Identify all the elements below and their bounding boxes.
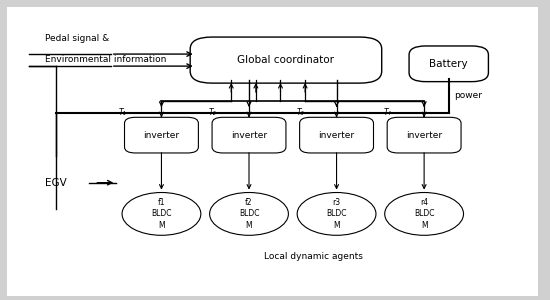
Text: T₄: T₄ — [384, 108, 392, 117]
Text: T₃: T₃ — [296, 108, 304, 117]
Text: Local dynamic agents: Local dynamic agents — [264, 253, 363, 262]
Circle shape — [297, 193, 376, 235]
Text: inverter: inverter — [406, 130, 442, 140]
Text: r3
BLDC
M: r3 BLDC M — [326, 198, 347, 230]
Text: inverter: inverter — [318, 130, 355, 140]
Circle shape — [122, 193, 201, 235]
Text: f2
BLDC
M: f2 BLDC M — [239, 198, 259, 230]
Text: inverter: inverter — [231, 130, 267, 140]
Text: Environmental information: Environmental information — [45, 55, 167, 64]
FancyBboxPatch shape — [212, 117, 286, 153]
Text: Battery: Battery — [430, 59, 468, 69]
FancyBboxPatch shape — [387, 117, 461, 153]
Text: inverter: inverter — [144, 130, 179, 140]
Bar — [23, 156, 89, 209]
Text: f1
BLDC
M: f1 BLDC M — [151, 198, 172, 230]
Circle shape — [384, 193, 464, 235]
Text: Global coordinator: Global coordinator — [238, 55, 334, 65]
Text: Pedal signal &: Pedal signal & — [45, 34, 109, 43]
FancyBboxPatch shape — [190, 37, 382, 83]
Text: power: power — [454, 91, 482, 100]
FancyBboxPatch shape — [124, 117, 199, 153]
Text: T₁: T₁ — [119, 108, 126, 117]
Bar — [116, 102, 510, 269]
Circle shape — [210, 193, 288, 235]
Text: r4
BLDC
M: r4 BLDC M — [414, 198, 435, 230]
Text: EGV: EGV — [45, 178, 67, 188]
FancyBboxPatch shape — [300, 117, 373, 153]
Text: T₂: T₂ — [208, 108, 216, 117]
FancyBboxPatch shape — [409, 46, 488, 82]
